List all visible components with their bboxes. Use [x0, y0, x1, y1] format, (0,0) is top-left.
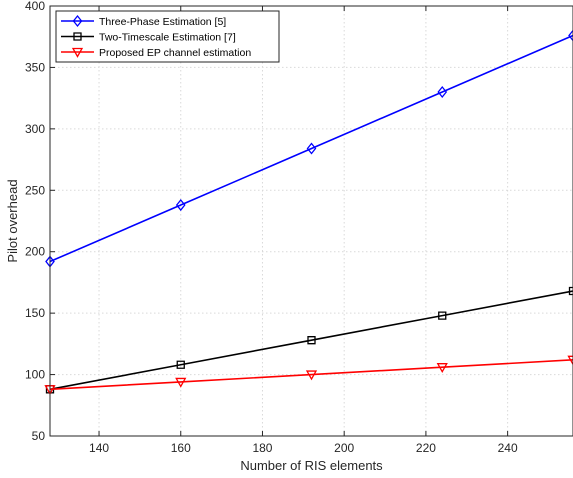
y-tick-label-6: 350 — [25, 60, 45, 74]
series-0-point-2 — [306, 142, 317, 155]
series-layer — [44, 29, 573, 396]
series-1-point-3 — [438, 311, 447, 320]
series-line-0 — [49, 34, 573, 263]
y-tick-label-4: 250 — [25, 183, 45, 197]
series-1-point-2 — [307, 336, 316, 345]
plot-frame — [49, 5, 573, 437]
legend-marker-2 — [71, 47, 84, 58]
y-tick-label-5: 300 — [25, 122, 45, 136]
x-tick-label-3: 200 — [334, 441, 354, 455]
legend: Three-Phase Estimation [5] Two-Timescale … — [55, 10, 280, 63]
series-1-point-1 — [176, 360, 185, 369]
axis-ticks: 140 160 180 200 220 240 50 100 150 200 250 300 350 40… — [25, 0, 518, 455]
y-tick-label-2: 150 — [25, 306, 45, 320]
y-tick-label-1: 100 — [25, 368, 45, 382]
legend-label-1: Two-Timescale Estimation [7] — [99, 31, 236, 43]
series-0-point-4 — [568, 29, 573, 42]
y-axis-label: Pilot overhead — [5, 179, 20, 262]
series-line-2 — [49, 359, 573, 391]
x-axis-label: Number of RIS elements — [240, 458, 383, 473]
x-tick-label-5: 240 — [498, 441, 518, 455]
x-tick-label-1: 160 — [171, 441, 191, 455]
series-2-point-3 — [436, 363, 448, 374]
series-2-point-4 — [567, 355, 573, 366]
series-0-point-3 — [437, 85, 448, 99]
series-0-point-1 — [175, 198, 186, 212]
legend-marker-1 — [73, 32, 82, 41]
legend-marker-0 — [72, 14, 83, 28]
series-2-point-1 — [175, 377, 187, 388]
x-tick-label-2: 180 — [252, 441, 272, 455]
legend-label-2: Proposed EP channel estimation — [99, 47, 251, 59]
y-tick-label-0: 50 — [32, 429, 46, 443]
legend-label-0: Three-Phase Estimation [5] — [99, 16, 226, 28]
series-line-1 — [49, 290, 573, 391]
x-tick-label-4: 220 — [416, 441, 436, 455]
y-tick-label-3: 200 — [25, 245, 45, 259]
series-2-point-2 — [305, 370, 318, 381]
series-1-point-4 — [568, 286, 573, 296]
y-tick-label-7: 400 — [25, 0, 45, 13]
x-tick-label-0: 140 — [89, 441, 109, 455]
